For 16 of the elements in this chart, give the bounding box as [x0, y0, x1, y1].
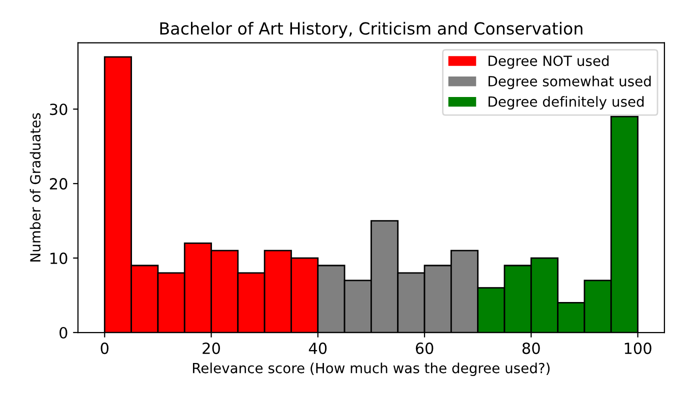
y-axis-title: Number of Graduates: [30, 113, 41, 262]
y-tick-label: 10: [50, 252, 68, 264]
x-tick-label: 40: [308, 342, 327, 354]
chart-title: Bachelor of Art History, Criticism and Conservation: [160, 22, 582, 38]
y-tick-label: 20: [50, 178, 68, 190]
legend-label: Degree NOT used: [488, 55, 609, 69]
x-axis-title: Relevance score (How much was the degree used?): [192, 362, 550, 376]
y-tick-label: 30: [50, 104, 68, 116]
y-tick-label: 0: [60, 326, 68, 339]
x-tick-label: 100: [624, 342, 652, 354]
legend-label: Degree definitely used: [488, 96, 644, 110]
x-tick-label: 80: [522, 342, 540, 354]
legend-label: Degree somewhat used: [488, 76, 651, 90]
x-tick-label: 0: [100, 342, 108, 354]
x-tick-label: 20: [202, 342, 220, 354]
x-tick-label: 60: [416, 342, 434, 354]
